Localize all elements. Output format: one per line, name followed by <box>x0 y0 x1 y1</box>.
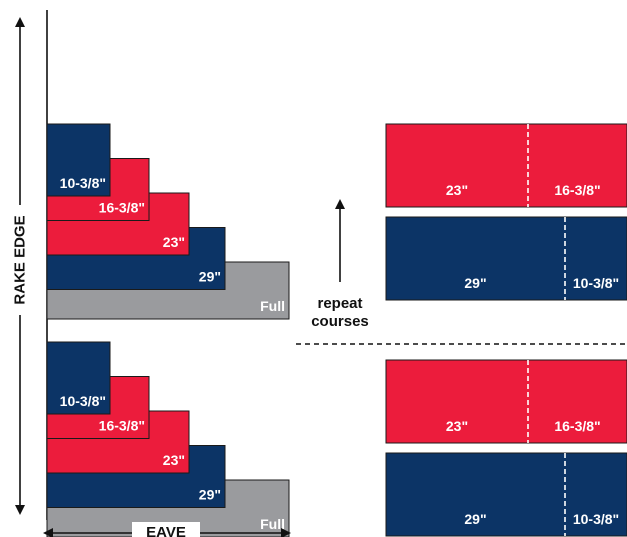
stack-piece-label: Full <box>260 516 285 532</box>
starter-stacks: Full 29" 23" 16-3/8" 10-3/8" Full 29" 23" 16-3/8… <box>46 123 290 537</box>
course-left-label: 23" <box>446 418 468 434</box>
stack-piece-label: 16-3/8" <box>99 200 145 216</box>
stack-piece <box>46 123 111 197</box>
course-shingle: 29" 10-3/8" <box>385 216 627 301</box>
stack-piece-label: 23" <box>163 452 185 468</box>
stack-piece-label: 23" <box>163 234 185 250</box>
course-shingle: 23" 16-3/8" <box>385 123 627 208</box>
course-rect <box>385 216 627 301</box>
eave-label-bg <box>132 522 200 537</box>
stack-piece-label: 29" <box>199 487 221 503</box>
stack-piece <box>46 341 111 415</box>
course-left-label: 29" <box>464 275 486 291</box>
course-right-label: 10-3/8" <box>573 511 619 527</box>
stack-piece-label: 10-3/8" <box>60 393 106 409</box>
stack-piece-label: 10-3/8" <box>60 175 106 191</box>
course-shingle: 29" 10-3/8" <box>385 452 627 537</box>
course-right-label: 16-3/8" <box>554 418 600 434</box>
stack-piece-label: Full <box>260 298 285 314</box>
course-rect <box>385 123 627 208</box>
course-rect <box>385 452 627 537</box>
course-left-label: 29" <box>464 511 486 527</box>
stack-piece <box>46 227 226 290</box>
repeat-note-line1: repeat <box>317 295 362 312</box>
stack-upper: Full 29" 23" 16-3/8" 10-3/8" <box>46 123 290 320</box>
rake-edge-label-bg <box>8 205 32 315</box>
course-shingle: 23" 16-3/8" <box>385 359 627 444</box>
course-right-label: 16-3/8" <box>554 182 600 198</box>
stack-lower: Full 29" 23" 16-3/8" 10-3/8" <box>46 341 290 537</box>
repeat-note-line2: courses <box>311 313 369 330</box>
eave-label: EAVE <box>146 524 186 537</box>
course-rect <box>385 359 627 444</box>
stack-piece-label: 29" <box>199 269 221 285</box>
course-right-label: 10-3/8" <box>573 275 619 291</box>
rake-edge-label: RAKE EDGE <box>12 215 29 304</box>
course-left-label: 23" <box>446 182 468 198</box>
repeat-course-shingles: 23" 16-3/8" 29" 10-3/8" 23" 16-3/8" 29" 10-3/8" <box>385 123 627 537</box>
stack-piece-label: 16-3/8" <box>99 418 145 434</box>
